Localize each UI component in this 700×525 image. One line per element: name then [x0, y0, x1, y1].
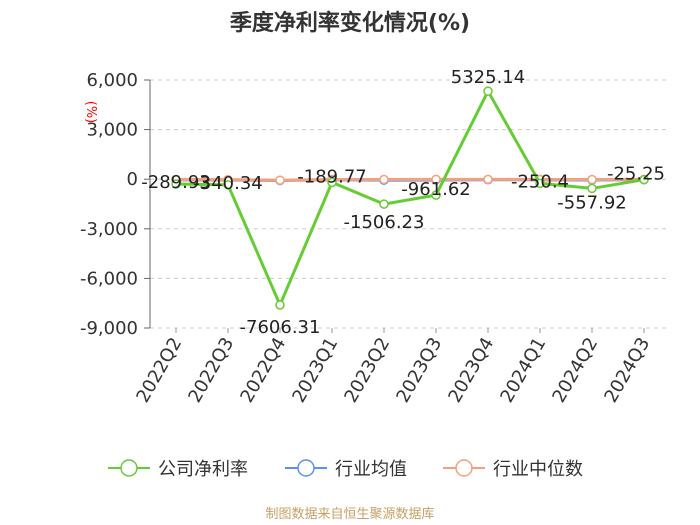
data-point[interactable]	[431, 190, 441, 200]
data-point[interactable]	[535, 178, 545, 189]
series-line-0	[175, 87, 645, 309]
legend-label: 行业均值	[335, 459, 407, 480]
data-point[interactable]	[379, 174, 389, 185]
data-labels: -289.93-340.34 -7606.31 -189.77 -1506.23 -96…	[141, 67, 665, 338]
y-unit-label: (%)	[83, 101, 98, 124]
data-label: -961.62	[401, 179, 470, 200]
data-point[interactable]	[223, 180, 233, 190]
data-point[interactable]	[327, 177, 337, 188]
legend-marker	[120, 459, 138, 477]
data-label: -7606.31	[240, 317, 321, 338]
data-point[interactable]	[587, 183, 597, 194]
legend-label: 行业中位数	[493, 459, 583, 480]
data-point[interactable]	[275, 300, 285, 310]
source-note: 制图数据来自恒生聚源数据库	[265, 506, 434, 522]
x-tick-label: 2023Q1	[288, 334, 342, 406]
x-tick-label: 2023Q3	[392, 334, 446, 406]
legend[interactable]: 公司净利率 行业均值 行业中位数	[108, 459, 583, 480]
y-tick-label: -6,000	[80, 268, 138, 289]
y-tick-label: 0	[127, 169, 138, 190]
data-point[interactable]	[275, 175, 285, 185]
data-label: -250.4	[511, 171, 569, 192]
data-point[interactable]	[639, 174, 649, 185]
data-label: -25.25	[607, 164, 665, 185]
y-tick-label: -3,000	[80, 219, 138, 240]
data-label: -289.93	[141, 172, 210, 193]
series-lines	[171, 86, 649, 310]
y-tick-label: -9,000	[80, 318, 138, 339]
legend-marker	[455, 459, 473, 477]
x-tick-label: 2022Q2	[132, 334, 186, 406]
x-tick-label: 2024Q2	[548, 334, 602, 406]
x-tick-label: 2024Q1	[496, 334, 550, 406]
x-tick-label: 2023Q2	[340, 334, 394, 406]
data-point[interactable]	[483, 86, 493, 96]
x-axis: 2022Q22022Q32022Q42023Q12023Q22023Q32023…	[132, 328, 654, 406]
legend-item-0[interactable]: 公司净利率	[108, 459, 248, 480]
data-label: -557.92	[557, 192, 626, 213]
legend-item-1[interactable]: 行业均值	[285, 459, 407, 480]
data-label: -340.34	[193, 173, 262, 194]
data-point[interactable]	[431, 174, 441, 185]
chart-title: 季度净利率变化情况(%)	[230, 10, 470, 36]
y-axis: 6,000 3,000 0 -3,000 -6,000 -9,000	[80, 70, 151, 339]
series-line-2	[175, 177, 645, 182]
legend-label: 公司净利率	[158, 459, 248, 480]
data-point[interactable]	[587, 174, 597, 185]
data-label: -1506.23	[344, 212, 425, 233]
data-label: -189.77	[297, 166, 366, 187]
x-tick-label: 2022Q4	[236, 334, 290, 406]
x-tick-label: 2024Q3	[600, 334, 654, 406]
legend-item-2[interactable]: 行业中位数	[443, 459, 583, 480]
x-tick-label: 2022Q3	[184, 334, 238, 406]
y-tick-label: 3,000	[86, 120, 138, 141]
y-tick-label: 6,000	[86, 70, 138, 91]
data-label: 5325.14	[451, 67, 525, 88]
data-point[interactable]	[379, 199, 389, 209]
data-point[interactable]	[171, 179, 181, 189]
data-point[interactable]	[483, 174, 493, 185]
x-tick-label: 2023Q4	[444, 334, 498, 406]
legend-marker	[297, 459, 315, 477]
